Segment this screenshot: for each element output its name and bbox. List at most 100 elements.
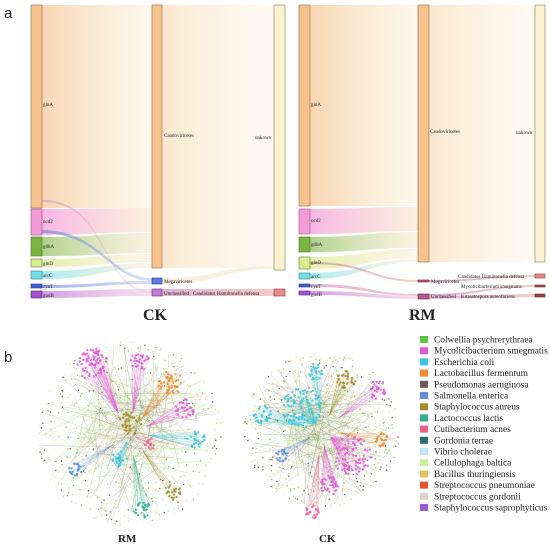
ck-node-glnd <box>30 258 43 268</box>
panel-b-label: b <box>4 349 12 366</box>
legend-swatch <box>420 403 428 411</box>
network-rm <box>38 341 222 526</box>
legend-swatch <box>420 347 428 355</box>
legend-swatch <box>420 470 428 478</box>
rm-node-glnd <box>298 256 311 270</box>
network-ck-cluster <box>330 434 373 476</box>
legend-label: Colwellia psychrerythraea <box>434 336 533 346</box>
rm-label-ncd2: ncd2 <box>311 219 321 224</box>
rm-label-cynt: cynT <box>311 285 321 290</box>
network-ck-edges <box>244 355 399 508</box>
ck-link-glnd-caudo <box>42 254 152 267</box>
network-ck-cluster <box>282 388 323 428</box>
ck-label-gdha: gdhA <box>43 245 55 250</box>
ck-node-unkown <box>273 4 286 271</box>
rm-label-arcc: arcC <box>311 275 321 280</box>
rm-node-mega <box>417 279 430 283</box>
legend-swatch <box>420 414 428 422</box>
rm-label-myco: Mycolicibacterium smegmatis <box>461 285 522 290</box>
rm-node-hamil <box>534 273 546 279</box>
legend-label: Cutibacterium acnes <box>434 425 511 435</box>
rm-link-caudo-unkown <box>429 5 535 262</box>
network-ck-cluster <box>308 362 324 413</box>
ck-node-hamil <box>273 288 286 297</box>
panel-a-label: a <box>4 5 13 22</box>
legend-swatch <box>420 380 428 388</box>
ck-node-cynt <box>30 283 43 289</box>
rm-link-uncl-kita <box>429 294 535 299</box>
rm-label-mega: Megaviricetes <box>431 280 459 285</box>
ck-link-ncd2-caudo <box>42 208 152 235</box>
ck-label-arcc: arcC <box>43 274 53 279</box>
rm-node-glna <box>298 4 311 207</box>
rm-node-gudb <box>298 290 311 296</box>
legend-label: Cellulophaga baltica <box>434 459 512 469</box>
ck-link-gudb-uncl <box>42 289 152 298</box>
network-rm-cluster <box>111 441 129 468</box>
legend-swatch <box>420 504 428 511</box>
ck-link-cynt-mega <box>42 281 152 288</box>
rm-link-cynt-uncl <box>310 284 418 296</box>
rm-link-gdha-caudo <box>310 232 418 252</box>
rm-node-arcc <box>298 272 311 280</box>
network-ck-nodes <box>244 353 399 509</box>
rm-label-gdha: gdhA <box>311 243 323 248</box>
legend-swatch <box>420 336 428 343</box>
network-rm-cluster <box>76 347 119 414</box>
ck-label-uncl: Unclassified <box>164 292 189 297</box>
ck-node-mega <box>151 277 163 285</box>
rm-link-uncl-myco <box>429 285 535 296</box>
rm-label-hamil: Candidatus Hamiltonella defensa <box>458 275 525 280</box>
legend-swatch <box>420 369 428 377</box>
legend-label: Bacillus thuringiensis <box>434 470 516 480</box>
rm-node-unkown <box>534 4 546 263</box>
legend-swatch <box>420 481 428 489</box>
rm-node-uncl <box>417 293 430 300</box>
sankey-rm: glnA ncd2 gdhA glnD arcC cynT gudB Caudo… <box>298 4 546 324</box>
rm-link-mega-hamil <box>429 275 535 282</box>
ck-label-ncd2: ncd2 <box>43 220 53 225</box>
legend-swatch <box>420 436 428 444</box>
ck-label-caudo: Caudoviricetes <box>164 134 194 139</box>
legend-swatch <box>420 358 428 366</box>
rm-caption: RM <box>409 307 436 324</box>
sankey-ck: glnA ncd2 gdhA glnD arcC cynT gudB Caudo… <box>30 4 286 324</box>
legend-label: Lactobacillus fermentum <box>434 368 529 379</box>
rm-node-kita <box>534 293 546 298</box>
ck-label-mega: Megaviricetes <box>164 280 192 285</box>
legend-label: Streptococcus gordonii <box>434 492 521 502</box>
ck-link-glna-caudo <box>42 5 152 208</box>
network-rm-cluster <box>149 430 206 449</box>
network-ck-cluster <box>339 432 389 448</box>
network-rm-cluster <box>118 411 143 436</box>
legend-swatch <box>420 459 428 467</box>
ck-label-glnd: glnD <box>43 262 53 267</box>
network-ck <box>244 353 399 520</box>
network-ck-cluster <box>338 380 387 419</box>
rm-label-caudo: Caudoviricetes <box>430 130 460 135</box>
rm-node-caudo <box>417 4 430 263</box>
rm-label-gudb: gudB <box>311 293 323 298</box>
rm-node-gdha <box>298 236 311 253</box>
network-ck-cluster <box>329 369 357 416</box>
rm-label-glnd: glnD <box>311 261 321 266</box>
ck-node-ncd2 <box>30 208 43 236</box>
ck-label-hamil: Candidatus Hamiltonella defensa <box>193 292 260 297</box>
ck-label-cynt: cynT <box>43 285 53 290</box>
ck-node-uncl <box>151 288 163 297</box>
network-ck-cluster <box>319 446 340 496</box>
legend-label: Staphylococcus aureus <box>434 403 520 413</box>
ck-link-mega-unkown <box>162 266 274 284</box>
network-rm-cluster <box>141 370 182 419</box>
network-rm-cluster <box>68 444 114 477</box>
rm-node-cynt <box>298 283 311 288</box>
rm-link-glnd-caudo <box>310 249 418 269</box>
legend-swatch <box>420 492 428 500</box>
network-ck-cluster <box>275 437 311 463</box>
network-ck-caption: CK <box>319 533 336 545</box>
network-ck-cluster <box>252 404 305 426</box>
legend-label: Streptococcus pneumoniae <box>434 481 535 491</box>
rm-link-ncd2-caudo <box>310 207 418 234</box>
legend-swatch <box>420 392 428 399</box>
